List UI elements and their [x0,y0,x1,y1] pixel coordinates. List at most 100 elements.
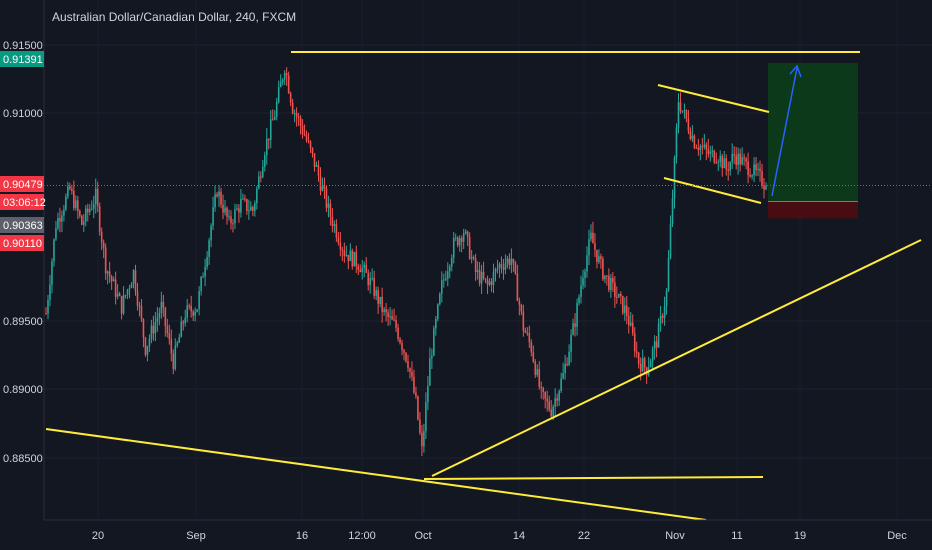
candle[interactable] [275,97,278,121]
candle[interactable] [88,204,91,216]
candle[interactable] [307,132,310,144]
candle[interactable] [621,295,624,315]
candle[interactable] [110,274,113,291]
candle[interactable] [399,336,401,345]
candle[interactable] [548,395,551,413]
candle[interactable] [140,299,143,322]
candle[interactable] [550,399,552,419]
candle[interactable] [476,261,479,280]
candle[interactable] [367,269,370,291]
candle[interactable] [313,153,316,172]
candle[interactable] [627,307,630,334]
candle[interactable] [168,324,171,345]
candle[interactable] [148,334,151,352]
candle[interactable] [256,186,258,210]
candle[interactable] [315,161,318,168]
candle[interactable] [498,262,501,278]
candle[interactable] [194,307,196,322]
candle[interactable] [232,218,234,233]
candle[interactable] [441,271,443,303]
long-term-descending-line[interactable] [45,428,707,521]
candle[interactable] [721,153,724,177]
loss-zone[interactable] [768,201,858,219]
candle[interactable] [665,288,668,315]
candle[interactable] [166,318,169,338]
candle[interactable] [325,185,328,213]
time-axis[interactable]: 20 Sep 16 12:00 Oct 14 22 Nov 11 19 Dec [0,519,932,550]
candle[interactable] [592,221,594,244]
candle[interactable] [345,245,348,257]
candle[interactable] [580,275,582,304]
candle[interactable] [562,362,564,380]
candle[interactable] [192,309,194,322]
candle[interactable] [281,78,284,86]
candle[interactable] [693,134,696,150]
candle[interactable] [114,271,117,305]
candle[interactable] [170,329,173,362]
candle[interactable] [492,263,495,294]
candle[interactable] [578,294,580,306]
candle[interactable] [178,333,181,343]
candle[interactable] [208,237,210,266]
candle[interactable] [675,123,678,164]
candle[interactable] [528,325,531,348]
candle[interactable] [363,261,366,278]
candle[interactable] [625,295,628,325]
candle[interactable] [150,319,153,344]
candle[interactable] [267,138,270,150]
candle[interactable] [558,389,560,406]
candle[interactable] [387,309,389,326]
candle[interactable] [669,215,672,260]
candle[interactable] [283,70,286,85]
candle[interactable] [739,148,741,172]
candle[interactable] [649,358,652,368]
candle[interactable] [122,286,125,316]
candle[interactable] [711,145,714,158]
candle[interactable] [510,248,513,274]
candle[interactable] [373,270,375,300]
candle[interactable] [699,144,702,161]
candle[interactable] [433,325,435,357]
candle[interactable] [49,274,51,307]
candle[interactable] [520,303,523,316]
flat-support-line[interactable] [423,476,764,480]
candle[interactable] [184,309,187,327]
projection-arrow-shaft[interactable] [771,67,798,197]
candle[interactable] [63,204,65,222]
candle[interactable] [687,109,690,135]
candle[interactable] [176,340,179,348]
candle[interactable] [136,282,139,311]
candle[interactable] [542,386,545,400]
candle[interactable] [47,294,49,320]
candle[interactable] [82,213,85,232]
candle[interactable] [73,180,75,211]
candle[interactable] [222,194,224,220]
candle[interactable] [317,160,320,182]
candle[interactable] [216,191,218,198]
candle[interactable] [238,204,240,223]
candle[interactable] [53,238,55,267]
candle[interactable] [359,264,362,273]
candle[interactable] [333,220,336,233]
candle[interactable] [411,361,413,382]
candle[interactable] [643,356,646,374]
candle[interactable] [614,276,616,308]
candle[interactable] [500,256,503,274]
candlestick-series[interactable] [45,67,767,456]
candle[interactable] [81,214,83,226]
candle[interactable] [468,232,471,260]
candle[interactable] [146,345,149,362]
candle[interactable] [277,80,280,104]
candle[interactable] [182,319,185,331]
candle[interactable] [508,253,511,270]
candle[interactable] [743,153,745,166]
candle[interactable] [71,184,73,195]
candle[interactable] [190,295,192,318]
candle[interactable] [45,307,47,315]
candle[interactable] [427,376,429,411]
candle[interactable] [439,292,441,306]
candle[interactable] [444,270,447,282]
candle[interactable] [186,298,189,323]
candle[interactable] [727,161,730,181]
candle[interactable] [303,124,306,137]
